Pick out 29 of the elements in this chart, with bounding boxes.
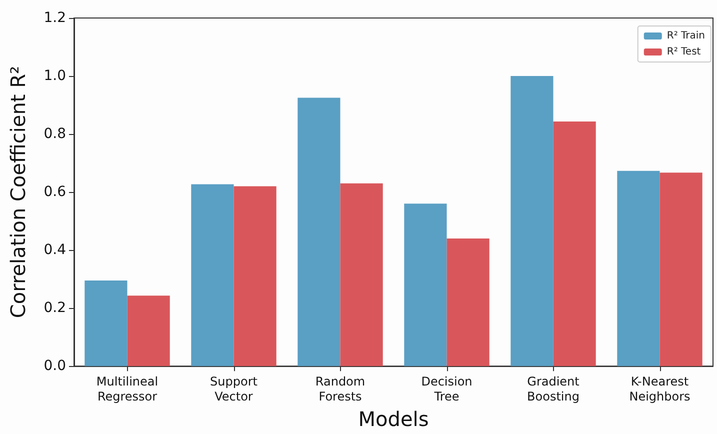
bar: [446, 238, 490, 366]
bar: [404, 204, 447, 366]
x-axis-title: Models: [358, 407, 429, 431]
bar: [553, 122, 596, 366]
x-tick-label: Random Forests: [315, 374, 366, 404]
legend-label: R² Test: [666, 46, 701, 58]
x-tick-label: Multilineal Regressor: [96, 374, 158, 404]
y-tick-label: 0.8: [44, 126, 66, 142]
bar: [298, 98, 340, 366]
y-axis-title: Correlation Coefficient R²: [6, 66, 30, 318]
x-tick-label: Decision Tree: [421, 374, 472, 404]
y-tick-label: 1.2: [44, 10, 66, 26]
y-tick-label: 0.2: [44, 300, 66, 316]
y-tick-label: 0.6: [44, 184, 66, 200]
legend-label: R² Train: [666, 30, 706, 42]
x-tick-label: Support Vector: [210, 374, 258, 404]
bar: [191, 184, 234, 366]
x-tick-label: Gradient Boosting: [527, 374, 580, 404]
y-tick-label: 0.0: [44, 358, 66, 374]
bar: [617, 170, 660, 366]
bar: [660, 172, 702, 366]
bar: [340, 183, 383, 366]
bar: [234, 186, 276, 366]
x-tick-label: K-Nearest Neighbors: [629, 374, 690, 404]
bar: [510, 76, 554, 366]
y-tick-label: 0.4: [44, 242, 66, 258]
bar: [84, 280, 128, 366]
y-tick-label: 1.0: [44, 68, 66, 84]
bar: [127, 296, 170, 366]
